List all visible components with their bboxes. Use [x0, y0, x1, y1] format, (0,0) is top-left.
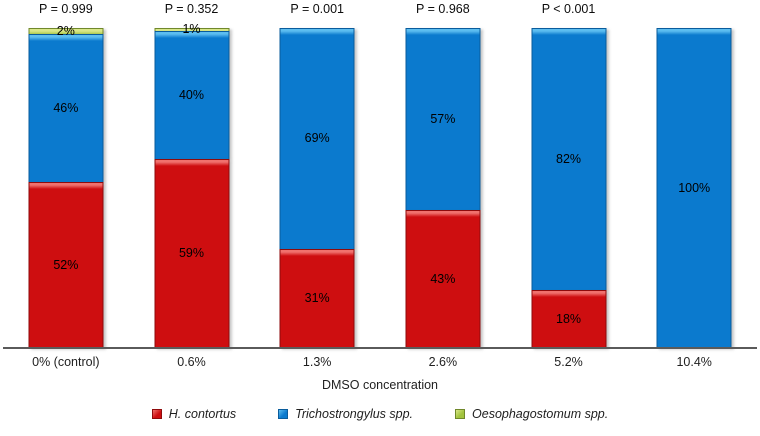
bar-segment: 1% — [154, 23, 229, 35]
bar-segment: 46% — [28, 34, 104, 182]
x-axis-label: 0.6% — [177, 355, 206, 369]
segment-value-label: 59% — [178, 246, 205, 261]
bar-segment: 82% — [531, 28, 607, 291]
bar-slot: P = 0.352 1% 40% 59% — [129, 2, 255, 348]
stacked-bar: 2% 46% 52% — [28, 25, 104, 348]
bar-segment: 52% — [28, 181, 104, 348]
bar-segment: 100% — [656, 28, 732, 348]
legend-label: Oesophagostomum spp. — [472, 407, 609, 421]
bar-segment: 59% — [154, 159, 229, 348]
bar-slot: P = 0.001 69% 31% — [254, 2, 380, 348]
bar-segment: 31% — [279, 248, 355, 348]
bar-slot: P = 0.999 2% 46% 52% — [3, 2, 129, 348]
bar-segment: 2% — [28, 25, 104, 37]
bar-segment: 18% — [531, 290, 607, 348]
segment-value-label: 18% — [556, 311, 582, 326]
bar-slot: P = 0.968 57% 43% — [380, 2, 506, 348]
segment-value-label: 57% — [430, 111, 456, 126]
segment-value-label: 31% — [304, 291, 330, 306]
legend: H. contortus Trichostrongylus spp. Oesopha… — [0, 407, 760, 421]
bar-segment: 43% — [405, 210, 481, 348]
legend-item: Trichostrongylus spp. — [278, 407, 413, 421]
stacked-bar: 69% 31% — [279, 28, 355, 348]
segment-value-label: 40% — [178, 87, 205, 102]
x-axis-title: DMSO concentration — [321, 378, 439, 392]
p-value-label: P = 0.999 — [39, 2, 93, 16]
bar-segment: 40% — [154, 31, 229, 160]
legend-item: H. contortus — [151, 407, 237, 421]
segment-value-label: 82% — [556, 151, 582, 166]
p-value-label: P < 0.001 — [541, 2, 596, 16]
legend-label: H. contortus — [168, 407, 237, 421]
legend-color-swatch-icon — [151, 409, 162, 419]
legend-label: Trichostrongylus spp. — [295, 407, 414, 421]
p-value-label: P = 0.352 — [164, 2, 219, 16]
segment-value-label: 43% — [430, 271, 456, 286]
x-axis-line — [3, 347, 757, 349]
segment-value-label: 52% — [53, 257, 79, 272]
bar-slot: 100% — [631, 28, 757, 348]
segment-value-label: 69% — [304, 131, 330, 146]
p-value-label: P = 0.001 — [290, 2, 344, 16]
plot-area: P = 0.999 2% 46% 52% P = 0.352 1% 40% 59% P = 0.… — [3, 2, 757, 348]
stacked-bar: 57% 43% — [405, 28, 481, 348]
segment-value-label: 46% — [53, 100, 79, 115]
legend-color-swatch-icon — [278, 409, 289, 419]
segment-value-label: 1% — [182, 22, 201, 37]
segment-value-label: 2% — [56, 23, 75, 38]
stacked-bar: 1% 40% 59% — [154, 23, 229, 348]
bar-segment: 69% — [279, 28, 355, 249]
x-axis-label: 10.4% — [676, 355, 712, 369]
stacked-bar: 82% 18% — [531, 28, 607, 348]
x-axis-label: 1.3% — [302, 355, 332, 369]
x-axis-label: 5.2% — [554, 355, 583, 369]
stacked-bar: 100% — [656, 28, 732, 348]
legend-color-swatch-icon — [455, 409, 466, 419]
p-value-label: P = 0.968 — [416, 2, 470, 16]
x-axis-label: 2.6% — [428, 355, 458, 369]
bar-segment: 57% — [405, 28, 481, 211]
bar-slot: P < 0.001 82% 18% — [506, 2, 632, 348]
legend-item: Oesophagostomum spp. — [455, 407, 608, 421]
segment-value-label: 100% — [678, 180, 711, 195]
x-axis-tick-labels: 0% (control) 0.6% 1.3% 2.6% 5.2% 10.4% — [3, 355, 757, 369]
x-axis-label: 0% (control) — [32, 355, 100, 369]
